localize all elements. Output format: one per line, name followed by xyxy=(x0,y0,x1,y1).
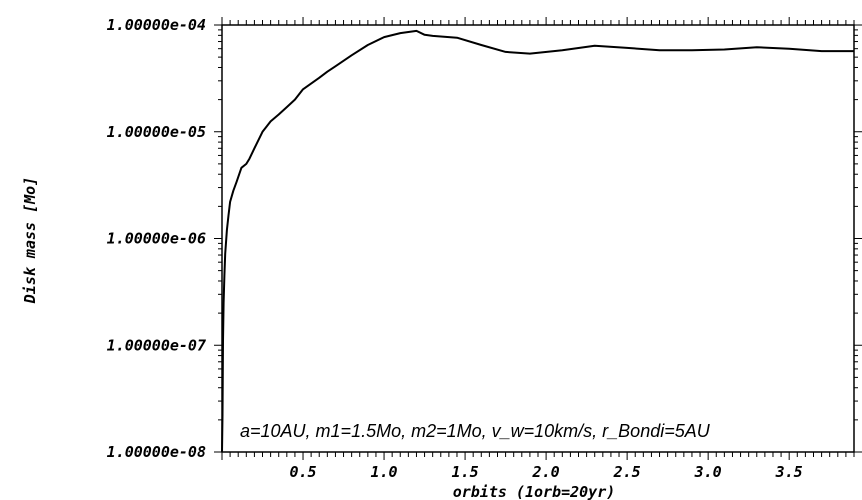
series-line xyxy=(221,29,854,453)
y-axis-title: Disk mass [Mo] xyxy=(21,177,39,304)
y-tick-label: 1.00000e-05 xyxy=(107,123,206,141)
y-tick-labels: 1.00000e-08 1.00000e-07 1.00000e-06 1.00000… xyxy=(107,16,206,461)
x-axis-title: orbits (1orb=20yr) xyxy=(453,483,616,500)
y-tick-label: 1.00000e-07 xyxy=(107,336,206,354)
x-tick-labels: 0.5 1.0 1.5 2.0 2.5 3.0 3.5 xyxy=(289,463,802,481)
plot-frame xyxy=(221,24,855,453)
x-tick-label: 2.0 xyxy=(532,463,560,481)
x-tick-label: 1.5 xyxy=(452,463,479,481)
y-tick-label: 1.00000e-06 xyxy=(107,230,206,248)
y-tick-label: 1.00000e-08 xyxy=(107,443,206,461)
x-tick-label: 1.0 xyxy=(371,463,398,481)
x-tick-label: 0.5 xyxy=(289,463,316,481)
x-tick-label: 3.5 xyxy=(775,463,803,481)
axis-ticks xyxy=(214,17,862,460)
y-tick-label: 1.00000e-04 xyxy=(107,16,206,34)
annotation: a=10AU, m1=1.5Mo, m2=1Mo, v_w=10km/s, r_… xyxy=(240,421,711,441)
x-tick-label: 3.0 xyxy=(694,463,722,481)
x-tick-label: 2.5 xyxy=(613,463,641,481)
